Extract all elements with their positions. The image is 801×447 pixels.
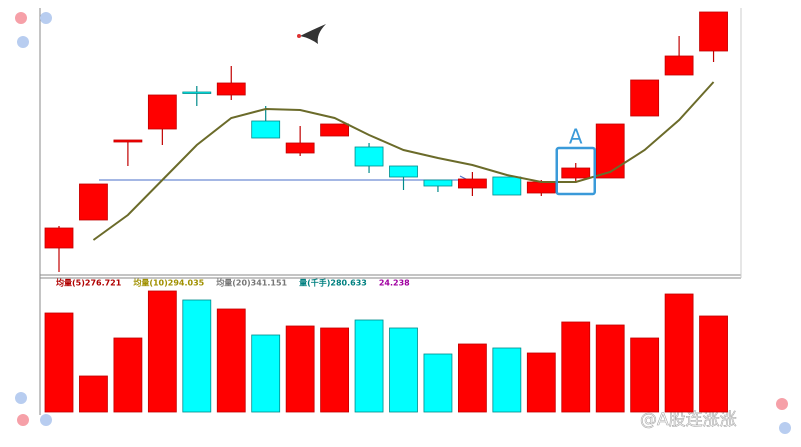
swallow-icon [297,24,326,44]
indicator-label: 24.238 [379,279,410,288]
volume-bar [285,325,315,413]
candle-body [389,165,418,178]
volume-bar [320,327,350,413]
volume-bar [44,312,74,413]
candle-body [182,91,212,94]
volume-bar [147,290,177,413]
candle-body [216,82,246,96]
candle-body [561,167,591,179]
volume-bar [561,321,591,413]
candle-body [595,123,625,179]
annotation-label: A [569,125,583,149]
candle-body [423,179,453,187]
candle-body [44,227,74,249]
corner-dots [15,12,791,434]
volume-bar [457,343,487,413]
volume-bar [216,308,246,413]
candle-body [285,142,315,154]
volume-bar [630,337,660,413]
candle-body [251,120,281,139]
candle-body [354,146,384,167]
volume-bar [492,347,522,413]
indicator-label: 均量(20)341.151 [216,278,287,288]
volume-bar [423,353,453,413]
volume-bar [526,352,556,413]
candle-body [113,139,143,143]
volume-bar [664,293,694,413]
volume-bar [79,375,108,413]
candle-body [79,183,108,221]
candle-body [699,11,728,52]
indicator-label: 均量(10)294.035 [133,278,204,288]
candle-body [526,181,556,194]
candle-body [492,176,522,196]
volume-bar [182,299,212,413]
candle-body [320,123,350,137]
volume-bar [354,319,384,413]
candle-body [147,94,177,130]
candle-body [664,55,694,76]
volume-bar [113,337,143,413]
volume-bar [389,327,418,413]
indicator-label: 均量(5)276.721 [56,278,122,288]
indicator-label: 量(千手)280.633 [299,278,367,288]
volume-bar [595,324,625,413]
annotation-box [555,146,596,196]
candle-body [630,79,660,117]
volume-bar [699,315,728,413]
volume-bar [251,334,281,413]
moving-average [92,81,715,241]
candle-body [457,178,487,189]
watermark: @A股连涨涨 [640,410,737,430]
